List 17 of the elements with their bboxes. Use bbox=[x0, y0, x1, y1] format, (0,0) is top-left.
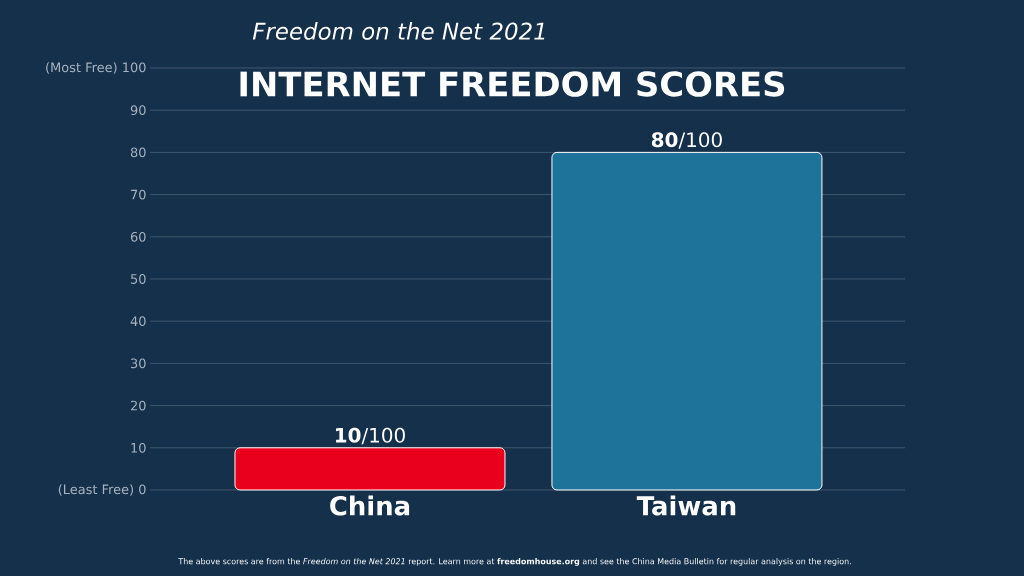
y-tick-label: 40 bbox=[130, 316, 146, 327]
y-tick-label: 30 bbox=[130, 358, 146, 369]
y-tick-label: (Least Free) 0 bbox=[58, 484, 146, 496]
chart-title: INTERNET FREEDOM SCORES bbox=[240, 71, 785, 97]
y-tick-label: 50 bbox=[131, 274, 146, 284]
data-label: 80/100 bbox=[651, 132, 722, 149]
y-tick-label: 70 bbox=[131, 189, 146, 200]
chart-subtitle: Freedom on the Net 2021 bbox=[252, 22, 545, 40]
y-tick-label: 80 bbox=[130, 147, 146, 158]
x-tick-label: China bbox=[330, 495, 410, 516]
y-tick-label: (Most Free) 100 bbox=[46, 62, 146, 74]
x-tick-label: Taiwan bbox=[636, 495, 736, 516]
data-label: 10/100 bbox=[335, 427, 405, 445]
y-tick-label: 90 bbox=[130, 105, 146, 116]
y-tick-label: 20 bbox=[130, 400, 146, 411]
y-tick-label: 10 bbox=[131, 442, 146, 453]
y-tick-label: 60 bbox=[130, 231, 146, 242]
